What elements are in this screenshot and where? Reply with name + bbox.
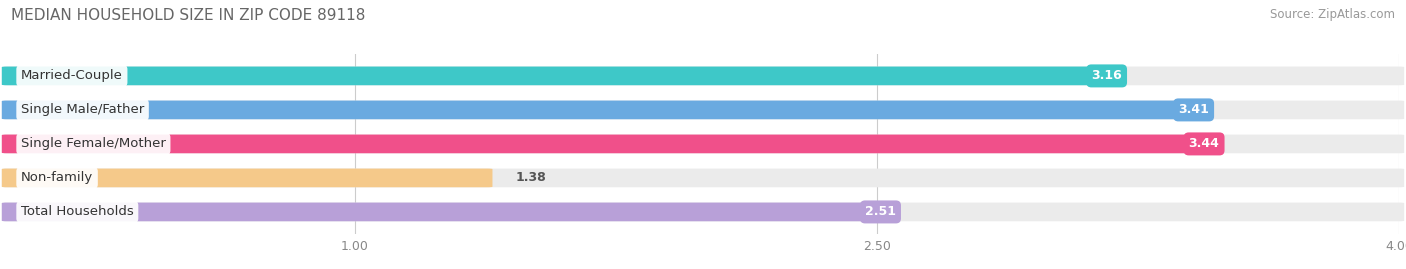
Text: 3.41: 3.41 — [1178, 103, 1209, 116]
FancyBboxPatch shape — [1, 203, 886, 221]
FancyBboxPatch shape — [1, 134, 1405, 153]
Text: 3.44: 3.44 — [1188, 137, 1219, 150]
FancyBboxPatch shape — [1, 169, 1405, 187]
FancyBboxPatch shape — [1, 203, 1405, 221]
FancyBboxPatch shape — [1, 101, 1199, 119]
Text: Single Female/Mother: Single Female/Mother — [21, 137, 166, 150]
FancyBboxPatch shape — [1, 134, 1209, 153]
Text: MEDIAN HOUSEHOLD SIZE IN ZIP CODE 89118: MEDIAN HOUSEHOLD SIZE IN ZIP CODE 89118 — [11, 8, 366, 23]
FancyBboxPatch shape — [1, 101, 1405, 119]
Text: Total Households: Total Households — [21, 206, 134, 218]
Text: 1.38: 1.38 — [515, 171, 546, 185]
FancyBboxPatch shape — [1, 66, 1112, 85]
Text: Married-Couple: Married-Couple — [21, 69, 122, 82]
FancyBboxPatch shape — [1, 66, 1405, 85]
Text: 2.51: 2.51 — [865, 206, 896, 218]
Text: Single Male/Father: Single Male/Father — [21, 103, 145, 116]
Text: Non-family: Non-family — [21, 171, 93, 185]
Text: 3.16: 3.16 — [1091, 69, 1122, 82]
Text: Source: ZipAtlas.com: Source: ZipAtlas.com — [1270, 8, 1395, 21]
FancyBboxPatch shape — [1, 169, 492, 187]
